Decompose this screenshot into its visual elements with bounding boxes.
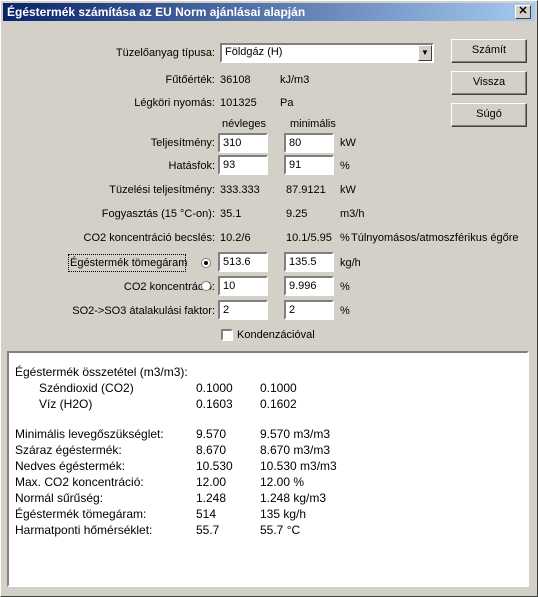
co2-estimate-note: Túlnyomásos/atmoszférikus égőre <box>351 232 519 244</box>
column-header-nominal: névleges <box>222 118 267 130</box>
focus-rectangle <box>68 254 186 272</box>
result-density-minimal: 1.248 kg/m3 <box>260 491 327 505</box>
chevron-down-icon[interactable]: ▼ <box>418 45 432 61</box>
heating-value-unit: kJ/m3 <box>280 74 310 86</box>
radio-selected-dot <box>204 261 208 265</box>
fuel-type-select[interactable]: Földgáz (H) ▼ <box>220 43 434 63</box>
flue-mass-nominal-input[interactable]: 513.6 <box>218 252 268 272</box>
heating-value: 36108 <box>220 74 251 86</box>
fuel-type-label: Tüzelőanyag típusa: <box>115 47 215 59</box>
result-massflow-minimal: 135 kg/h <box>260 507 307 521</box>
efficiency-nominal-input[interactable]: 93 <box>218 155 268 175</box>
help-button[interactable]: Súgó <box>451 103 527 127</box>
efficiency-unit: % <box>340 160 350 172</box>
result-air-name: Minimális levegőszükséglet: <box>15 427 164 441</box>
condensing-checkbox[interactable] <box>221 329 233 341</box>
consumption-nominal: 35.1 <box>220 208 242 220</box>
flue-mass-unit: kg/h <box>340 257 361 269</box>
firing-power-unit: kW <box>340 184 356 196</box>
result-density-name: Normál sűrűség: <box>15 491 104 505</box>
title-bar[interactable]: Égéstermék számítása az EU Norm ajánlása… <box>3 3 535 21</box>
result-dry-nominal: 8.670 <box>196 443 227 457</box>
pressure-unit: Pa <box>280 97 294 109</box>
consumption-minimal: 9.25 <box>286 208 308 220</box>
power-label: Teljesítmény: <box>150 137 215 149</box>
firing-power-nominal: 333.333 <box>220 184 260 196</box>
flue-mass-radio[interactable] <box>201 258 211 268</box>
co2-estimate-unit: % <box>340 232 350 244</box>
result-dry-minimal: 8.670 m3/m3 <box>260 443 331 457</box>
result-maxco2-name: Max. CO2 koncentráció: <box>15 475 144 489</box>
pressure-label: Légköri nyomás: <box>134 97 215 109</box>
results-panel[interactable]: Égéstermék összetétel (m3/m3): Széndioxi… <box>7 351 529 587</box>
result-h2o-name: Víz (H2O) <box>39 397 93 411</box>
flue-mass-label[interactable]: Égéstermék tömegáram <box>70 257 188 269</box>
so2-factor-minimal-input[interactable]: 2 <box>284 300 334 320</box>
result-air-nominal: 9.570 <box>196 427 227 441</box>
result-dewpoint-nominal: 55.7 <box>196 523 220 537</box>
result-wet-name: Nedves égéstermék: <box>15 459 126 473</box>
column-header-minimal: minimális <box>290 118 336 130</box>
result-co2-minimal: 0.1000 <box>260 381 297 395</box>
power-unit: kW <box>340 137 356 149</box>
window-title: Égéstermék számítása az EU Norm ajánlása… <box>7 5 306 19</box>
pressure-value: 101325 <box>220 97 257 109</box>
co2-estimate-nominal: 10.2/6 <box>220 232 251 244</box>
so2-factor-nominal-input[interactable]: 2 <box>218 300 268 320</box>
result-maxco2-minimal: 12.00 % <box>260 475 305 489</box>
efficiency-minimal-input[interactable]: 91 <box>284 155 334 175</box>
firing-power-minimal: 87.9121 <box>286 184 326 196</box>
efficiency-label: Hatásfok: <box>168 160 215 172</box>
result-dewpoint-minimal: 55.7 °C <box>260 523 301 537</box>
calculate-button[interactable]: Számít <box>451 39 527 63</box>
co2-conc-nominal-input[interactable]: 10 <box>218 276 268 296</box>
result-wet-minimal: 10.530 m3/m3 <box>260 459 337 473</box>
co2-conc-unit: % <box>340 281 350 293</box>
close-button[interactable]: ✕ <box>515 5 531 19</box>
co2-conc-label: CO2 koncentráció: <box>123 281 215 293</box>
so2-factor-label: SO2->SO3 átalakulási faktor: <box>72 305 215 317</box>
result-dry-name: Száraz égéstermék: <box>15 443 122 457</box>
power-nominal-input[interactable]: 310 <box>218 133 268 153</box>
fuel-type-value: Földgáz (H) <box>225 46 283 58</box>
result-co2-nominal: 0.1000 <box>196 381 233 395</box>
condensing-label[interactable]: Kondenzációval <box>237 329 315 341</box>
result-massflow-name: Égéstermék tömegáram: <box>15 507 147 521</box>
power-minimal-input[interactable]: 80 <box>284 133 334 153</box>
consumption-unit: m3/h <box>340 208 365 220</box>
co2-estimate-label: CO2 koncentráció becslés: <box>83 232 215 244</box>
heating-value-label: Fűtőérték: <box>165 74 215 86</box>
co2-estimate-minimal: 10.1/5.95 <box>286 232 332 244</box>
composition-title: Égéstermék összetétel (m3/m3): <box>15 365 188 379</box>
result-wet-nominal: 10.530 <box>196 459 233 473</box>
result-h2o-nominal: 0.1603 <box>196 397 233 411</box>
result-co2-name: Széndioxid (CO2) <box>39 381 134 395</box>
co2-conc-minimal-input[interactable]: 9.996 <box>284 276 334 296</box>
flue-mass-minimal-input[interactable]: 135.5 <box>284 252 334 272</box>
result-h2o-minimal: 0.1602 <box>260 397 297 411</box>
result-density-nominal: 1.248 <box>196 491 227 505</box>
co2-conc-radio[interactable] <box>201 281 211 291</box>
result-maxco2-nominal: 12.00 <box>196 475 227 489</box>
back-button[interactable]: Vissza <box>451 71 527 95</box>
result-massflow-nominal: 514 <box>196 507 217 521</box>
consumption-label: Fogyasztás (15 °C-on): <box>101 208 215 220</box>
so2-factor-unit: % <box>340 305 350 317</box>
result-air-minimal: 9.570 m3/m3 <box>260 427 331 441</box>
firing-power-label: Tüzelési teljesítmény: <box>109 184 215 196</box>
result-dewpoint-name: Harmatponti hőmérséklet: <box>15 523 153 537</box>
